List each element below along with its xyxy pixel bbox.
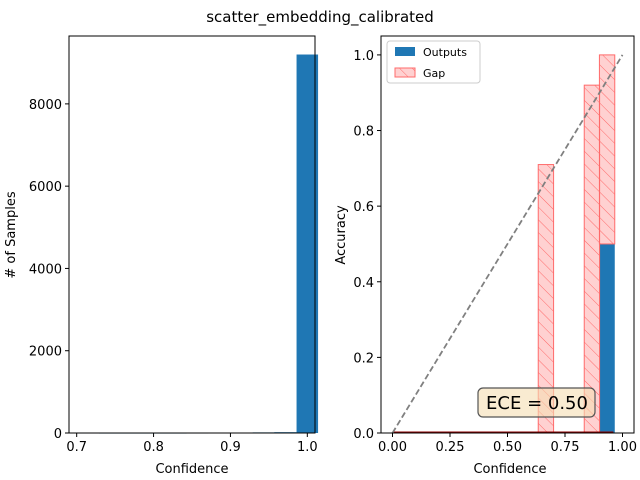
reliability-ytick-label: 0.4 xyxy=(353,276,374,291)
ece-box xyxy=(477,387,596,418)
histogram-ytick-label: 4000 xyxy=(29,262,62,277)
legend-swatch-gap-hatch xyxy=(395,68,415,77)
histogram-frame xyxy=(68,35,316,434)
reliability-bars xyxy=(391,54,624,434)
histogram-xtick-label: 0.8 xyxy=(143,440,164,455)
reliability-xtick-label: 0.50 xyxy=(493,440,522,455)
histogram-xlabel: Confidence xyxy=(155,462,228,477)
reliability-ytick-label: 0.0 xyxy=(353,427,374,442)
legend-label-outputs: Outputs xyxy=(423,46,467,59)
histogram-xtick-label: 1.0 xyxy=(297,440,318,455)
reliability-ytick-label: 0.8 xyxy=(353,125,374,140)
histogram-ytick-label: 0 xyxy=(54,427,62,442)
figure-title: scatter_embedding_calibrated xyxy=(206,8,434,27)
histogram-ytick-label: 2000 xyxy=(29,345,62,360)
outputs-bar xyxy=(599,243,615,433)
ece-text: ECE = 0.50 xyxy=(486,393,588,414)
perfect-calibration-line xyxy=(391,54,624,434)
gap-bar-hatch xyxy=(584,85,600,434)
legend: Outputs Gap xyxy=(386,40,481,84)
legend-label-gap: Gap xyxy=(423,67,445,80)
histogram-ylabel: # of Samples xyxy=(4,191,19,278)
reliability-ytick-label: 0.6 xyxy=(353,200,374,215)
histogram-chart: 0.7 0.8 0.9 1.0 0 2000 4000 6000 8000 Confidence… xyxy=(4,35,319,477)
reliability-xtick-label: 0.75 xyxy=(551,440,580,455)
histogram-bars xyxy=(76,54,319,434)
histogram-ytick-label: 6000 xyxy=(29,180,62,195)
histogram-xtick-label: 0.9 xyxy=(220,440,241,455)
reliability-ylabel: Accuracy xyxy=(334,205,349,265)
gap-bar-hatch xyxy=(538,164,554,434)
reliability-axes: 0.00 0.25 0.50 0.75 1.00 0.0 0.2 0.4 0.6 0.8 1.0 xyxy=(353,35,637,455)
reliability-ytick-label: 1.0 xyxy=(353,49,374,64)
reliability-ytick-label: 0.2 xyxy=(353,351,374,366)
reliability-xtick-label: 0.25 xyxy=(436,440,465,455)
histogram-ytick-label: 8000 xyxy=(29,98,62,113)
gap-bar-hatch xyxy=(599,54,615,244)
reliability-xtick-label: 1.00 xyxy=(608,440,637,455)
reliability-xtick-label: 0.00 xyxy=(378,440,407,455)
histogram-bar xyxy=(296,54,319,434)
histogram-axes: 0.7 0.8 0.9 1.0 0 2000 4000 6000 8000 xyxy=(29,35,318,455)
reliability-xlabel: Confidence xyxy=(473,462,546,477)
histogram-xtick-label: 0.7 xyxy=(66,440,87,455)
reliability-chart: 0.00 0.25 0.50 0.75 1.00 0.0 0.2 0.4 0.6 0.8 1.0 C… xyxy=(334,35,637,477)
legend-swatch-outputs xyxy=(395,47,415,56)
ece-annotation: ECE = 0.50 xyxy=(477,387,596,418)
